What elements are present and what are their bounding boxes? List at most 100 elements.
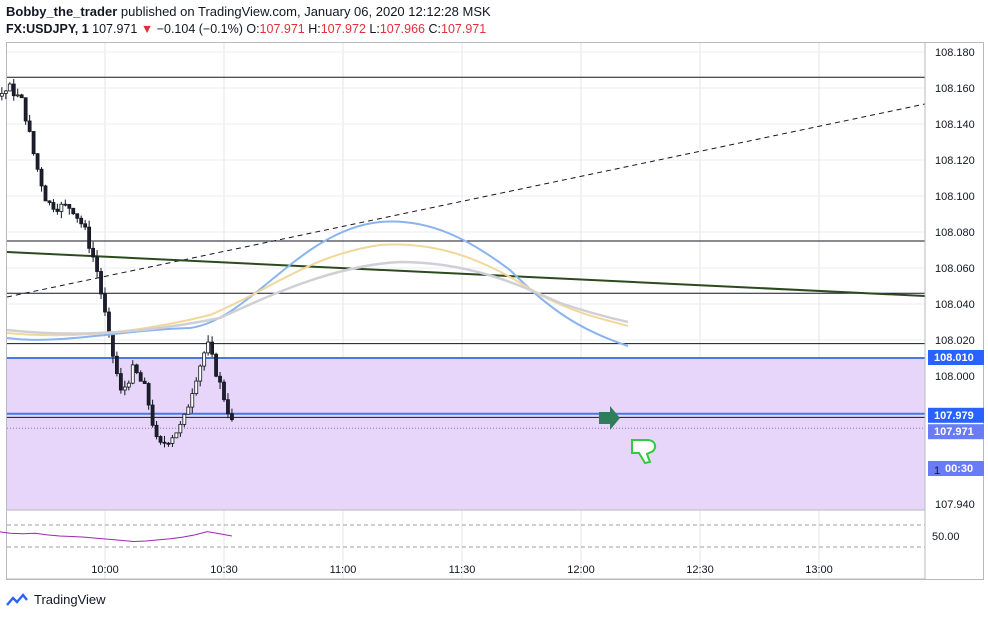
y-tick-2: 108.140 — [935, 119, 975, 131]
y-tick-4: 108.100 — [935, 191, 975, 203]
candle-body-46 — [55, 208, 60, 212]
candle-body-69 — [146, 383, 151, 406]
y-tick-1: 108.160 — [935, 83, 975, 95]
candle-body-71 — [154, 424, 159, 437]
price-tag-0 — [928, 350, 984, 365]
o-label: O: — [246, 22, 260, 36]
candle-body-53 — [83, 223, 88, 228]
candle-body-36 — [15, 94, 20, 97]
candle-body-83 — [202, 352, 207, 367]
candle-body-61 — [115, 355, 119, 374]
candle-body-42 — [39, 168, 44, 187]
last-price: 107.971 — [92, 22, 138, 36]
zone-box — [7, 358, 925, 510]
candle-body-72 — [158, 436, 163, 443]
y-tick-6: 108.060 — [935, 263, 975, 275]
x-tick-2: 11:00 — [330, 564, 357, 576]
publish-text: published on TradingView.com, January 06… — [120, 4, 491, 19]
candle-body-79 — [186, 406, 191, 415]
close-value: 107.971 — [441, 22, 487, 36]
candle-body-56 — [95, 256, 99, 272]
candle-body-82 — [198, 365, 203, 382]
tradingview-logo-icon — [6, 592, 28, 606]
low-value: 107.966 — [379, 22, 426, 36]
oscillator-line — [0, 531, 232, 543]
symbol-name[interactable]: FX:USDJPY, 1 — [6, 22, 89, 36]
price-change: −0.104 (−0.1%) — [156, 22, 243, 36]
price-tag-1 — [928, 407, 984, 423]
x-tick-5: 12:30 — [686, 564, 714, 576]
price-tag-2 — [928, 424, 984, 440]
candle-body-41 — [35, 153, 40, 170]
candle-body-34 — [7, 83, 12, 92]
candle-body-90 — [230, 413, 234, 421]
candle-body-32 — [0, 93, 4, 97]
osc-tick-label: 50.00 — [932, 531, 960, 543]
candle-body-63 — [122, 386, 127, 391]
price-tag-3 — [928, 461, 984, 476]
candle-body-73 — [162, 441, 167, 444]
x-tick-3: 11:30 — [449, 564, 476, 576]
candle-body-37 — [19, 94, 24, 99]
down-arrow-icon: ▼ — [140, 22, 154, 36]
candle-body-39 — [27, 120, 32, 132]
price-tag-text-3: 00:30 — [945, 463, 973, 475]
price-tag-text-1: 107.979 — [934, 410, 974, 422]
candle-body-44 — [47, 200, 52, 203]
candle-body-40 — [31, 131, 36, 155]
candle-body-89 — [226, 399, 230, 415]
candle-body-66 — [134, 364, 139, 374]
thumbs-down-icon — [631, 439, 657, 465]
x-tick-6: 13:00 — [805, 564, 833, 576]
candle-body-77 — [178, 423, 183, 434]
x-tick-1: 10:30 — [210, 564, 238, 576]
candle-body-52 — [79, 217, 84, 225]
candle-body-67 — [138, 372, 143, 382]
candle-body-78 — [182, 413, 187, 425]
candle-body-35 — [11, 83, 16, 97]
green-trend-line — [6, 251, 926, 297]
y-tick-7: 108.040 — [935, 299, 975, 311]
candle-body-81 — [194, 380, 199, 395]
y-tick-3: 108.120 — [935, 155, 975, 167]
candle-body-75 — [170, 437, 175, 444]
candle-body-38 — [23, 97, 28, 122]
x-tick-4: 12:00 — [567, 564, 595, 576]
x-tick-0: 10:00 — [91, 564, 119, 576]
y-tick-0: 108.180 — [935, 47, 975, 59]
brand-name: TradingView — [34, 592, 106, 607]
candle-body-87 — [218, 375, 222, 383]
open-value: 107.971 — [259, 22, 305, 36]
price-tag-text-2: 107.971 — [934, 426, 974, 438]
candle-body-62 — [118, 373, 123, 391]
y-tick-9: 108.000 — [935, 371, 975, 383]
candle-body-54 — [87, 226, 92, 249]
candle-body-55 — [91, 247, 95, 258]
candle-body-86 — [214, 353, 218, 377]
candle-body-43 — [43, 185, 48, 202]
candle-body-33 — [3, 90, 8, 94]
candle-body-51 — [75, 213, 80, 219]
arrow-right-icon — [599, 406, 620, 430]
y-tick-8: 108.020 — [935, 335, 975, 347]
candle-body-57 — [99, 271, 103, 295]
candle-body-85 — [210, 341, 215, 355]
c-label: C: — [428, 22, 442, 36]
candle-body-60 — [111, 331, 115, 357]
candle-body-45 — [51, 202, 56, 210]
candle-body-76 — [174, 432, 179, 439]
dashed-trend-line — [6, 103, 926, 298]
branding: TradingView — [6, 592, 106, 607]
candle-body-48 — [63, 203, 68, 206]
candle-body-70 — [150, 404, 155, 426]
author-name[interactable]: Bobby_the_trader — [6, 4, 118, 19]
candle-body-68 — [142, 380, 147, 384]
candle-body-47 — [59, 203, 64, 212]
y-tick-5: 108.080 — [935, 227, 975, 239]
axis-small-text: 1 — [934, 465, 940, 477]
candle-body-58 — [103, 293, 107, 313]
candle-body-74 — [166, 442, 171, 445]
symbol-line: FX:USDJPY, 1 107.971 ▼ −0.104 (−0.1%) O:… — [6, 22, 486, 36]
candle-body-50 — [71, 207, 76, 215]
